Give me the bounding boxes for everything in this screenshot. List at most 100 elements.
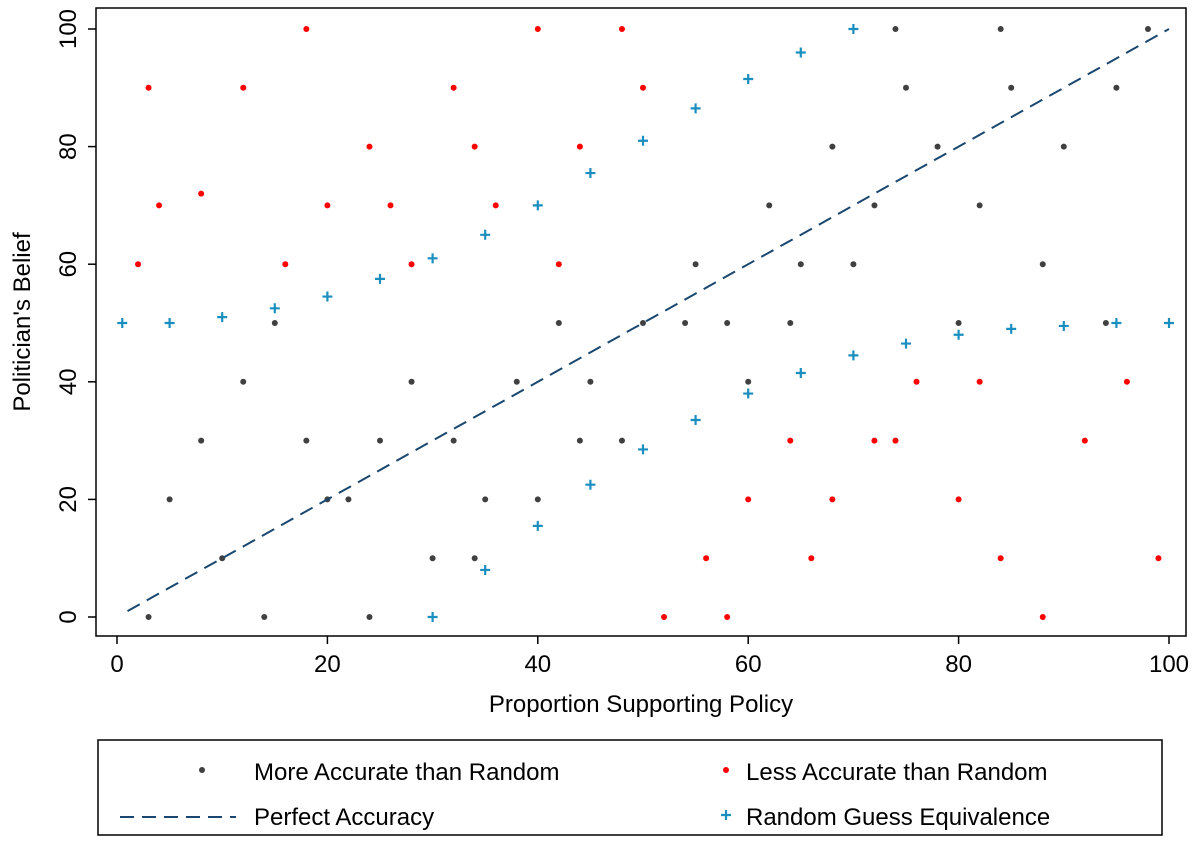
data-point (913, 378, 920, 385)
plus-marker (269, 303, 280, 314)
legend-label-random-guess: Random Guess Equivalence (746, 804, 1050, 831)
y-tick-label: 80 (55, 133, 82, 160)
y-tick-label: 0 (55, 610, 82, 623)
data-point (829, 496, 836, 503)
plus-marker (638, 444, 648, 455)
plus-marker (795, 47, 806, 58)
series-less-accurate-than-random (135, 26, 1162, 620)
plus-marker (1058, 320, 1069, 331)
data-point (766, 202, 773, 209)
data-point (871, 437, 878, 444)
data-point (997, 555, 1004, 562)
series-random-guess-equivalence (117, 24, 1174, 622)
y-tick-label: 100 (55, 9, 82, 49)
y-tick-label: 20 (55, 486, 82, 513)
data-point (1155, 555, 1162, 562)
data-point (829, 143, 836, 150)
plus-marker (690, 415, 701, 426)
data-point (808, 555, 815, 562)
data-point (1123, 378, 1130, 385)
data-point (976, 378, 983, 385)
data-point (345, 496, 352, 503)
data-point (1113, 84, 1120, 91)
data-point (976, 202, 983, 209)
data-point (1102, 320, 1109, 326)
x-tick-label: 0 (110, 651, 123, 678)
data-point (682, 320, 689, 326)
plus-marker (690, 103, 701, 114)
data-point (555, 320, 562, 326)
plot-area (117, 24, 1174, 622)
x-axis-title: Proportion Supporting Policy (489, 691, 793, 718)
legend-label-more-accurate: More Accurate than Random (254, 759, 560, 786)
data-point (892, 26, 899, 32)
data-point (576, 143, 583, 150)
data-point (156, 202, 163, 209)
data-point (640, 84, 646, 91)
x-tick-label: 40 (524, 651, 551, 678)
data-point (1039, 261, 1046, 268)
data-point (997, 26, 1004, 32)
y-tick-label: 60 (55, 251, 82, 278)
data-point (145, 84, 152, 91)
data-point (703, 555, 710, 562)
data-point (587, 378, 594, 385)
data-point (145, 614, 152, 620)
data-point (618, 26, 625, 32)
plus-marker (743, 388, 754, 399)
legend-plus-marker (721, 810, 731, 820)
plus-marker (117, 318, 128, 328)
data-point (135, 261, 142, 268)
legend-label-less-accurate: Less Accurate than Random (746, 759, 1048, 786)
plus-marker (901, 338, 911, 349)
plus-marker (532, 520, 543, 531)
data-point (198, 190, 205, 197)
data-point (618, 437, 625, 444)
legend: More Accurate than Random Less Accurate … (97, 739, 1163, 836)
data-point (198, 437, 205, 444)
data-point (576, 437, 583, 444)
data-point (408, 261, 415, 268)
legend-dot-marker (723, 767, 729, 773)
y-tick-label: 40 (55, 368, 82, 395)
data-point (692, 261, 699, 268)
data-point (534, 496, 541, 503)
data-point (1060, 143, 1067, 150)
data-point (166, 496, 173, 503)
data-point (555, 261, 562, 268)
data-point (240, 378, 247, 385)
data-point (366, 143, 373, 150)
plus-marker (480, 564, 491, 575)
plus-marker (743, 73, 754, 84)
x-tick-label: 80 (945, 651, 972, 678)
data-point (934, 143, 941, 150)
data-point (450, 84, 457, 91)
x-tick-label: 60 (735, 651, 762, 678)
data-point (303, 437, 310, 444)
data-point (745, 496, 752, 503)
data-point (471, 143, 478, 150)
data-point (324, 202, 331, 209)
data-point (1144, 26, 1151, 32)
plus-marker (585, 168, 596, 179)
data-point (429, 555, 436, 562)
plus-marker (164, 318, 175, 328)
data-point (282, 261, 289, 268)
data-point (745, 378, 752, 385)
data-point (640, 320, 646, 326)
y-axis-title: Politician's Belief (9, 232, 36, 412)
plus-marker (322, 291, 333, 302)
x-tick-label: 100 (1149, 651, 1189, 678)
data-point (408, 378, 415, 385)
legend-box (97, 739, 1163, 836)
data-point (471, 555, 478, 562)
data-point (787, 320, 794, 326)
legend-label-perfect-accuracy: Perfect Accuracy (254, 804, 434, 831)
series-more-accurate-than-random (145, 26, 1151, 620)
legend-dot-marker (199, 767, 205, 773)
plus-marker (217, 312, 228, 323)
perfect-accuracy-line (127, 28, 1170, 612)
plus-marker (480, 229, 491, 240)
data-point (1081, 437, 1088, 444)
plus-marker (638, 135, 648, 146)
